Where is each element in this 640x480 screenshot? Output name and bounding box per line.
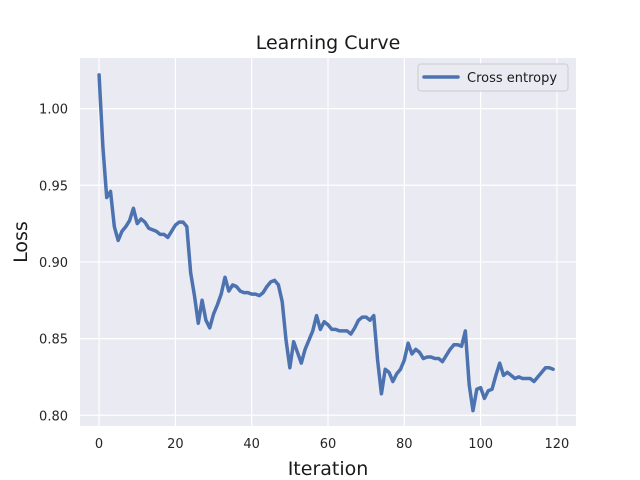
x-tick-labels: 0 20 40 60 80 100 120 xyxy=(95,437,569,452)
x-tick-label: 120 xyxy=(545,437,570,452)
y-tick-label: 0.95 xyxy=(39,179,68,194)
legend: Cross entropy xyxy=(417,63,569,92)
x-tick-label: 20 xyxy=(167,437,184,452)
y-axis-label: Loss xyxy=(10,221,32,263)
legend-box xyxy=(417,63,569,92)
x-tick-label: 40 xyxy=(243,437,260,452)
series-layer xyxy=(97,73,555,413)
y-tick-label: 0.80 xyxy=(39,409,68,424)
x-tick-label: 60 xyxy=(320,437,337,452)
x-tick-label: 0 xyxy=(95,437,103,452)
y-tick-label: 0.90 xyxy=(39,256,68,271)
grid-lines xyxy=(80,58,576,426)
x-tick-label: 80 xyxy=(396,437,413,452)
series-line-cross-entropy xyxy=(97,73,555,413)
y-tick-labels: 0.80 0.85 0.90 0.95 1.00 xyxy=(39,103,68,425)
y-tick-label: 0.85 xyxy=(39,333,68,348)
x-tick-label: 100 xyxy=(468,437,493,452)
x-axis-label: Iteration xyxy=(288,458,369,480)
y-tick-label: 1.00 xyxy=(39,103,68,118)
legend-label-cross-entropy: Cross entropy xyxy=(467,71,557,86)
chart-title: Learning Curve xyxy=(256,32,401,54)
